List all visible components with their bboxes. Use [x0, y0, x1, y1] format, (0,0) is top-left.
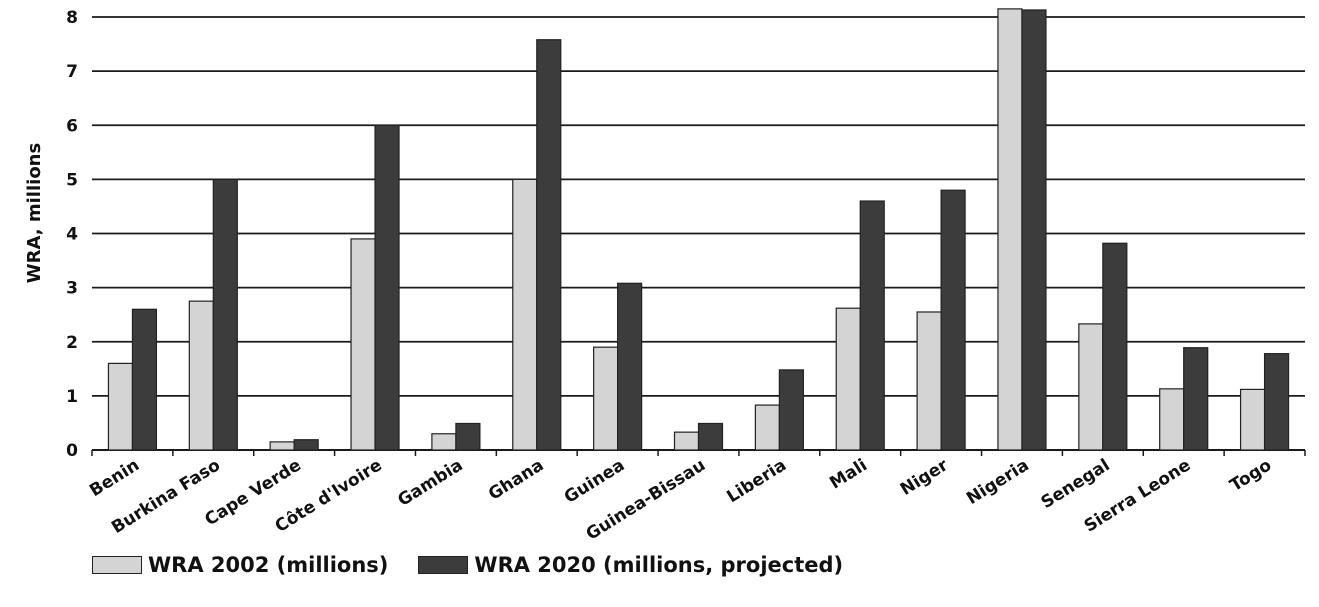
- bar-2002-2: [269, 441, 295, 451]
- x-category-label-0: Benin: [86, 455, 143, 501]
- y-tick-label-4: 4: [66, 225, 78, 245]
- y-tick-label-6: 6: [66, 116, 78, 136]
- bar-2002-3: [350, 238, 376, 451]
- bar-2002-0: [107, 362, 134, 451]
- bar-2002-9: [835, 307, 861, 451]
- bar-2020-7: [697, 422, 724, 451]
- bar-2002-10: [916, 311, 942, 451]
- x-category-label-9: Mali: [826, 455, 871, 493]
- x-category-label-4: Gambia: [394, 455, 466, 510]
- gridlines: [91, 16, 1306, 456]
- x-category-label-10: Niger: [897, 455, 952, 500]
- bar-2020-13: [1183, 347, 1209, 451]
- bar-2020-5: [536, 39, 562, 451]
- bar-2020-14: [1263, 353, 1290, 451]
- bar-2002-5: [512, 178, 538, 451]
- bar-2002-6: [593, 346, 619, 451]
- x-category-label-5: Ghana: [485, 455, 547, 504]
- x-category-label-8: Liberia: [723, 455, 790, 507]
- bar-2002-12: [1078, 323, 1104, 451]
- legend-label-2020: WRA 2020 (millions, projected): [474, 553, 844, 577]
- legend-item-2002: WRA 2002 (millions): [92, 553, 388, 577]
- legend-swatch-2002: [92, 556, 142, 574]
- bar-2020-2: [293, 439, 319, 451]
- y-tick-label-1: 1: [66, 387, 78, 407]
- x-category-label-11: Nigeria: [963, 455, 1032, 509]
- bar-2020-11: [1021, 9, 1047, 451]
- x-category-label-12: Senegal: [1038, 455, 1114, 513]
- bar-2020-3: [374, 124, 400, 451]
- y-tick-label-0: 0: [66, 441, 78, 461]
- bar-2002-7: [673, 431, 700, 451]
- bar-2002-11: [997, 8, 1023, 451]
- bar-2020-9: [859, 200, 885, 451]
- bar-2020-10: [940, 189, 966, 451]
- x-category-label-6: Guinea: [561, 455, 628, 507]
- legend-item-2020: WRA 2020 (millions, projected): [418, 553, 843, 577]
- y-axis-title: WRA, millions: [24, 143, 45, 283]
- y-axis-ticks: 0 1 2 3 4 5 6 7 8: [66, 8, 78, 461]
- bar-2020-6: [617, 282, 643, 451]
- bar-2020-1: [212, 178, 238, 451]
- legend-swatch-2020: [418, 556, 469, 574]
- x-category-label-14: Togo: [1227, 455, 1276, 496]
- bar-2020-8: [778, 369, 804, 451]
- bar-2020-0: [131, 308, 158, 451]
- y-tick-label-8: 8: [66, 8, 78, 28]
- bar-2002-1: [188, 300, 214, 451]
- y-tick-label-5: 5: [66, 170, 78, 190]
- bar-2020-12: [1102, 242, 1128, 451]
- y-tick-label-7: 7: [66, 62, 78, 82]
- legend-label-2002: WRA 2002 (millions): [148, 553, 389, 577]
- bar-2002-14: [1239, 388, 1266, 451]
- bars: [107, 8, 1290, 451]
- bar-2002-4: [431, 433, 457, 451]
- bar-2020-4: [455, 422, 481, 451]
- legend: WRA 2002 (millions) WRA 2020 (millions, …: [92, 553, 873, 577]
- y-tick-label-3: 3: [66, 279, 78, 299]
- bar-2002-13: [1159, 388, 1185, 451]
- bar-2002-8: [754, 404, 780, 451]
- y-tick-label-2: 2: [66, 333, 78, 353]
